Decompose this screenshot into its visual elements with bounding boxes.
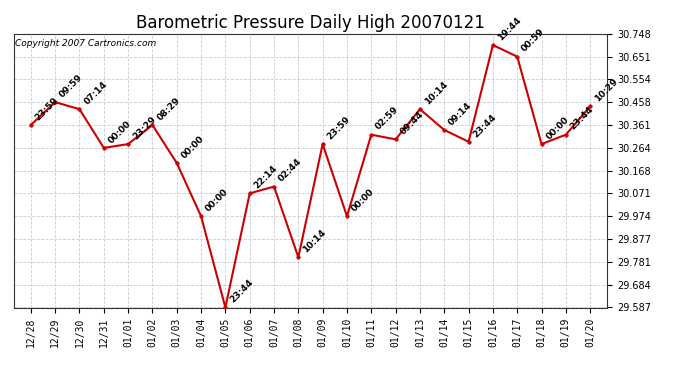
Text: 10:14: 10:14 (423, 80, 449, 106)
Text: 00:00: 00:00 (106, 119, 132, 145)
Text: 08:29: 08:29 (155, 96, 181, 122)
Text: 02:44: 02:44 (277, 157, 304, 184)
Text: 07:14: 07:14 (82, 80, 109, 106)
Text: 09:59: 09:59 (58, 73, 85, 99)
Title: Barometric Pressure Daily High 20070121: Barometric Pressure Daily High 20070121 (136, 14, 485, 32)
Text: 00:00: 00:00 (544, 115, 571, 141)
Text: 23:29: 23:29 (131, 115, 157, 141)
Text: 00:59: 00:59 (520, 27, 546, 54)
Text: 09:44: 09:44 (398, 110, 425, 136)
Text: 00:00: 00:00 (179, 134, 206, 160)
Text: 23:44: 23:44 (228, 278, 255, 305)
Text: 09:14: 09:14 (447, 100, 474, 127)
Text: 02:59: 02:59 (374, 105, 401, 132)
Text: 23:44: 23:44 (471, 112, 498, 139)
Text: Copyright 2007 Cartronics.com: Copyright 2007 Cartronics.com (15, 39, 156, 48)
Text: 19:44: 19:44 (495, 15, 522, 42)
Text: 23:59: 23:59 (34, 96, 60, 122)
Text: 22:14: 22:14 (253, 164, 279, 190)
Text: 10:29: 10:29 (593, 77, 620, 104)
Text: 23:59: 23:59 (326, 115, 352, 141)
Text: 00:00: 00:00 (350, 187, 376, 213)
Text: 23:44: 23:44 (569, 105, 595, 132)
Text: 10:14: 10:14 (301, 228, 328, 255)
Text: 00:00: 00:00 (204, 187, 230, 213)
